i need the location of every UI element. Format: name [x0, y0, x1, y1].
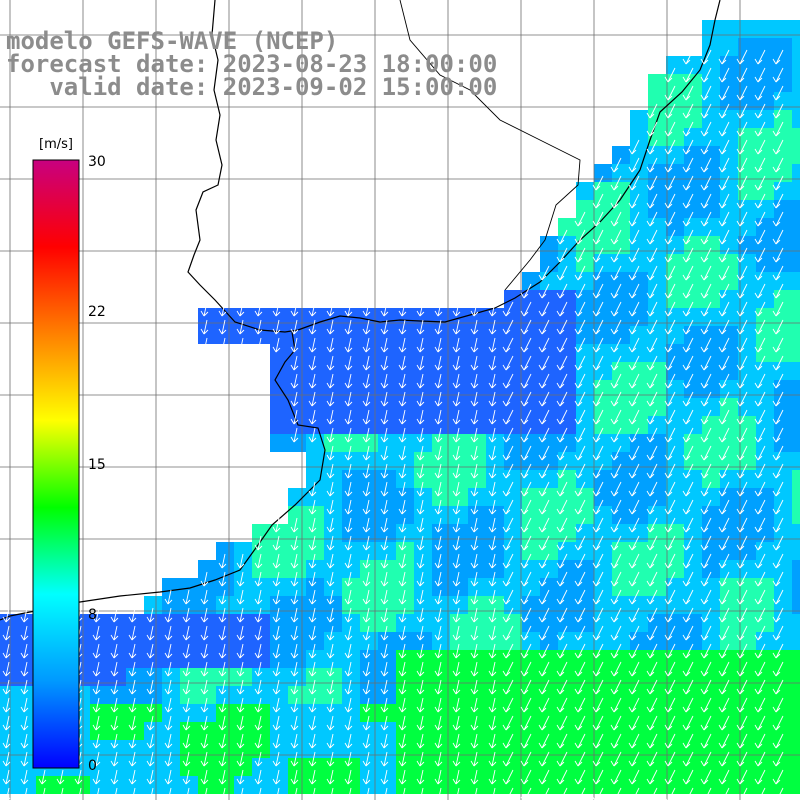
colorbar-tick-8: 8: [88, 607, 97, 623]
coastline: [187, 0, 721, 333]
colorbar-tick-15: 15: [88, 457, 106, 473]
colorbar-tick-0: 0: [88, 758, 97, 774]
colorbar-unit: [m/s]: [39, 137, 73, 152]
wind-speed-cells: [0, 20, 800, 794]
wind-arrows: [2, 49, 784, 800]
valid-date: valid date: 2023-09-02 15:00:00: [6, 73, 498, 101]
colorbar-tick-22: 22: [88, 304, 106, 320]
map-title: modelo GEFS-WAVE (NCEP) forecast date: 20…: [6, 27, 498, 101]
model-title: modelo GEFS-WAVE (NCEP): [6, 27, 339, 55]
coastline-south: [0, 331, 326, 621]
colorbar-tick-30: 30: [88, 154, 106, 170]
inland-border: [399, 0, 581, 291]
forecast-date: forecast date: 2023-08-23 18:00:00: [6, 50, 498, 78]
colorbar: [m/s] 30 22 15 8 0: [32, 137, 106, 774]
